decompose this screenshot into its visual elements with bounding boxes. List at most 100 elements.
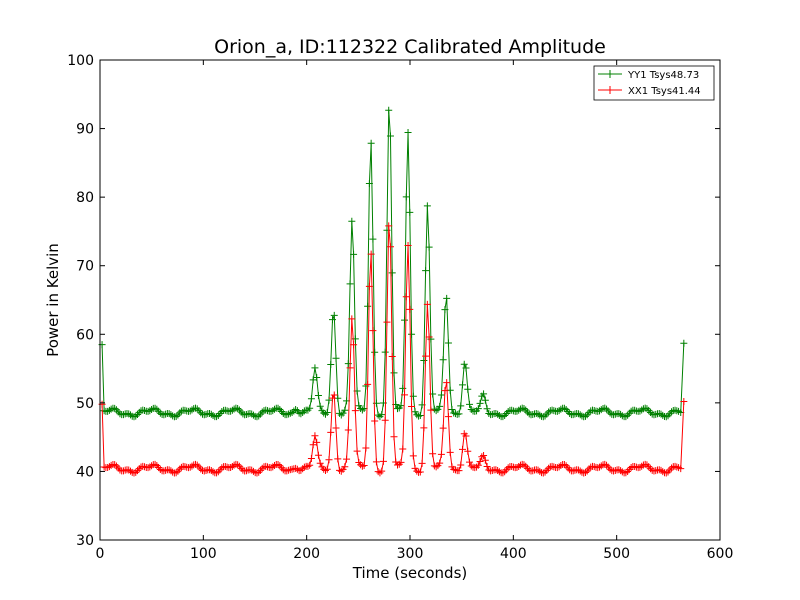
data-point-marker (107, 405, 115, 413)
legend-marker (606, 86, 614, 94)
data-point-marker (253, 413, 261, 421)
y-axis-label: Power in Kelvin (44, 243, 62, 357)
data-point-marker (321, 466, 329, 474)
data-point-marker (300, 463, 308, 471)
data-point-marker (258, 408, 266, 416)
data-point-marker (390, 369, 398, 377)
data-point-marker (638, 462, 646, 470)
data-point-marker (617, 410, 625, 418)
data-point-marker (574, 410, 582, 418)
data-point-marker (610, 467, 618, 475)
data-point-marker (206, 466, 214, 474)
data-point-marker (464, 385, 472, 393)
data-point-marker (267, 464, 275, 472)
data-point-marker (383, 318, 391, 326)
data-point-marker (227, 407, 235, 415)
data-point-marker (646, 408, 654, 416)
data-point-marker (242, 411, 250, 419)
data-point-marker (348, 315, 356, 323)
data-point-marker (541, 468, 549, 476)
data-point-marker (218, 464, 226, 472)
data-point-marker (399, 445, 407, 453)
data-point-marker (439, 356, 447, 364)
data-point-marker (413, 467, 421, 475)
data-point-marker (186, 463, 194, 471)
data-point-marker (622, 469, 630, 477)
data-point-marker (402, 193, 410, 201)
data-point-marker (569, 411, 577, 419)
data-point-marker (132, 412, 140, 420)
data-point-marker (422, 267, 430, 275)
data-point-marker (213, 469, 221, 477)
data-point-marker (191, 404, 199, 412)
data-point-marker (311, 432, 319, 440)
data-point-marker (671, 406, 679, 414)
data-point-marker (425, 333, 433, 341)
data-point-marker (285, 410, 293, 418)
data-point-marker (374, 411, 382, 419)
data-point-marker (346, 364, 354, 372)
series-xx1 (98, 222, 688, 477)
data-point-marker (369, 327, 377, 335)
data-point-marker (285, 466, 293, 474)
data-point-marker (508, 462, 516, 470)
data-point-marker (146, 407, 154, 415)
data-point-marker (248, 466, 256, 474)
data-point-marker (364, 380, 372, 388)
data-point-marker (606, 465, 614, 473)
data-point-marker (253, 469, 261, 477)
data-point-marker (408, 403, 416, 411)
y-tick-label: 40 (76, 464, 94, 480)
data-point-marker (237, 464, 245, 472)
data-point-marker (515, 406, 523, 414)
data-point-marker (610, 411, 618, 419)
data-point-marker (422, 352, 430, 360)
data-point-marker (420, 356, 428, 364)
data-point-marker (566, 466, 574, 474)
data-point-marker (186, 407, 194, 415)
y-tick-label: 80 (76, 190, 94, 206)
data-point-marker (539, 413, 547, 421)
data-point-marker (295, 409, 303, 417)
data-point-marker (585, 465, 593, 473)
data-point-marker (329, 394, 336, 402)
data-point-marker (450, 409, 458, 417)
data-point-marker (462, 364, 470, 372)
data-point-marker (151, 404, 159, 412)
data-point-marker (237, 408, 245, 416)
data-point-marker (344, 426, 352, 434)
data-point-marker (581, 412, 589, 420)
data-point-marker (471, 464, 479, 472)
data-point-marker (499, 469, 507, 477)
data-point-marker (299, 408, 307, 416)
data-point-marker (376, 469, 384, 477)
data-point-marker (638, 406, 646, 414)
data-point-marker (362, 444, 370, 452)
data-point-marker (480, 390, 488, 398)
data-point-marker (351, 407, 359, 415)
data-point-marker (646, 465, 654, 473)
data-point-marker (657, 466, 665, 474)
data-point-marker (466, 400, 474, 408)
data-point-marker (367, 250, 375, 258)
data-point-marker (429, 450, 437, 458)
data-point-marker (221, 406, 229, 414)
legend-marker (606, 70, 614, 78)
data-point-marker (458, 381, 466, 389)
chart-title: Orion_a, ID:112322 Calibrated Amplitude (214, 36, 606, 58)
data-point-marker (156, 409, 164, 417)
data-point-marker (130, 469, 138, 477)
data-point-marker (476, 458, 484, 466)
data-point-marker (539, 469, 547, 477)
data-point-marker (453, 410, 461, 418)
data-point-marker (135, 465, 143, 473)
data-point-marker (188, 462, 196, 470)
data-point-marker (436, 402, 444, 410)
data-point-marker (385, 222, 393, 230)
data-point-marker (357, 461, 365, 469)
data-point-marker (228, 406, 236, 414)
data-point-marker (443, 379, 451, 387)
data-point-marker (458, 445, 466, 453)
data-point-marker (316, 402, 324, 410)
data-point-marker (474, 405, 482, 413)
